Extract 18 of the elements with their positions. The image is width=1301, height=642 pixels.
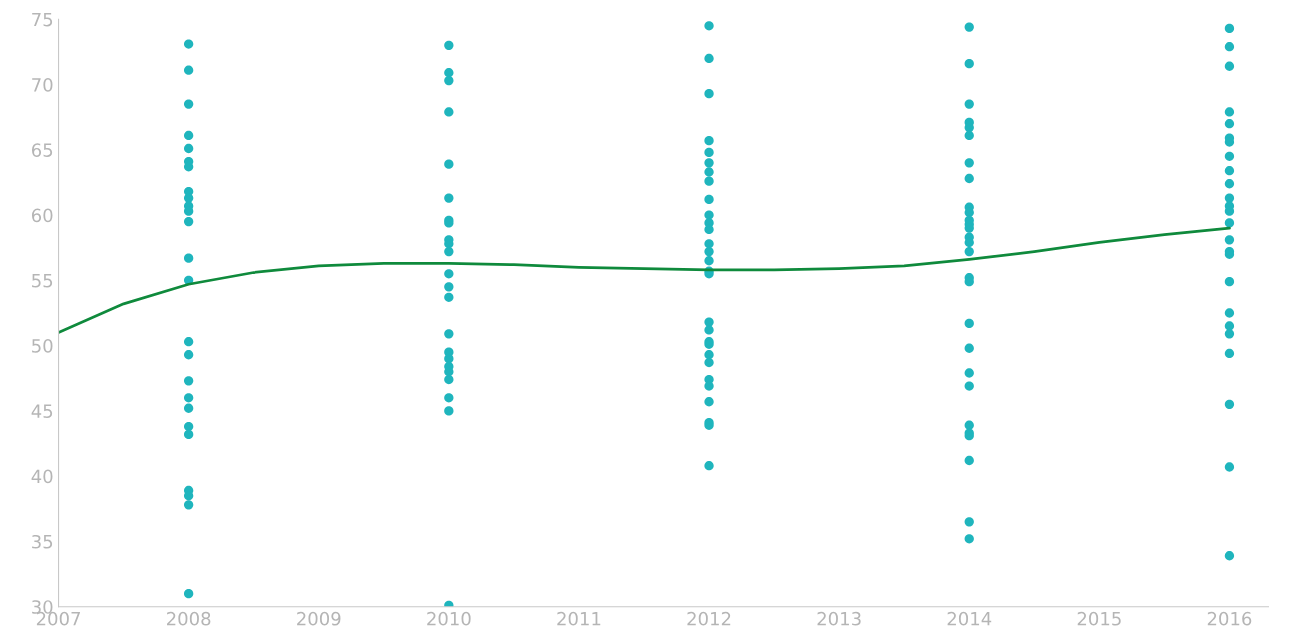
y-tick-label: 65 [31,143,53,157]
x-tick-label: 2012 [687,611,731,626]
x-tick-label: 2013 [817,611,861,626]
y-tick-label: 75 [32,12,53,27]
x-tick-label: 2016 [1207,611,1252,626]
x-tick-label: 2015 [1077,611,1121,626]
y-tick-label: 60 [31,208,53,223]
y-tick-label: 55 [32,274,53,288]
y-tick-label: 50 [32,339,53,353]
x-tick-label: 2010 [427,611,471,626]
x-tick-label: 2011 [557,611,601,626]
y-tick-label: 40 [31,469,53,484]
x-tick-label: 2008 [166,611,211,626]
y-tick-label: 45 [31,404,53,418]
y-tick-label: 70 [32,77,53,92]
y-tick-label: 35 [32,534,53,549]
x-tick-label: 2014 [947,611,992,626]
x-tick-label: 2009 [297,611,341,626]
